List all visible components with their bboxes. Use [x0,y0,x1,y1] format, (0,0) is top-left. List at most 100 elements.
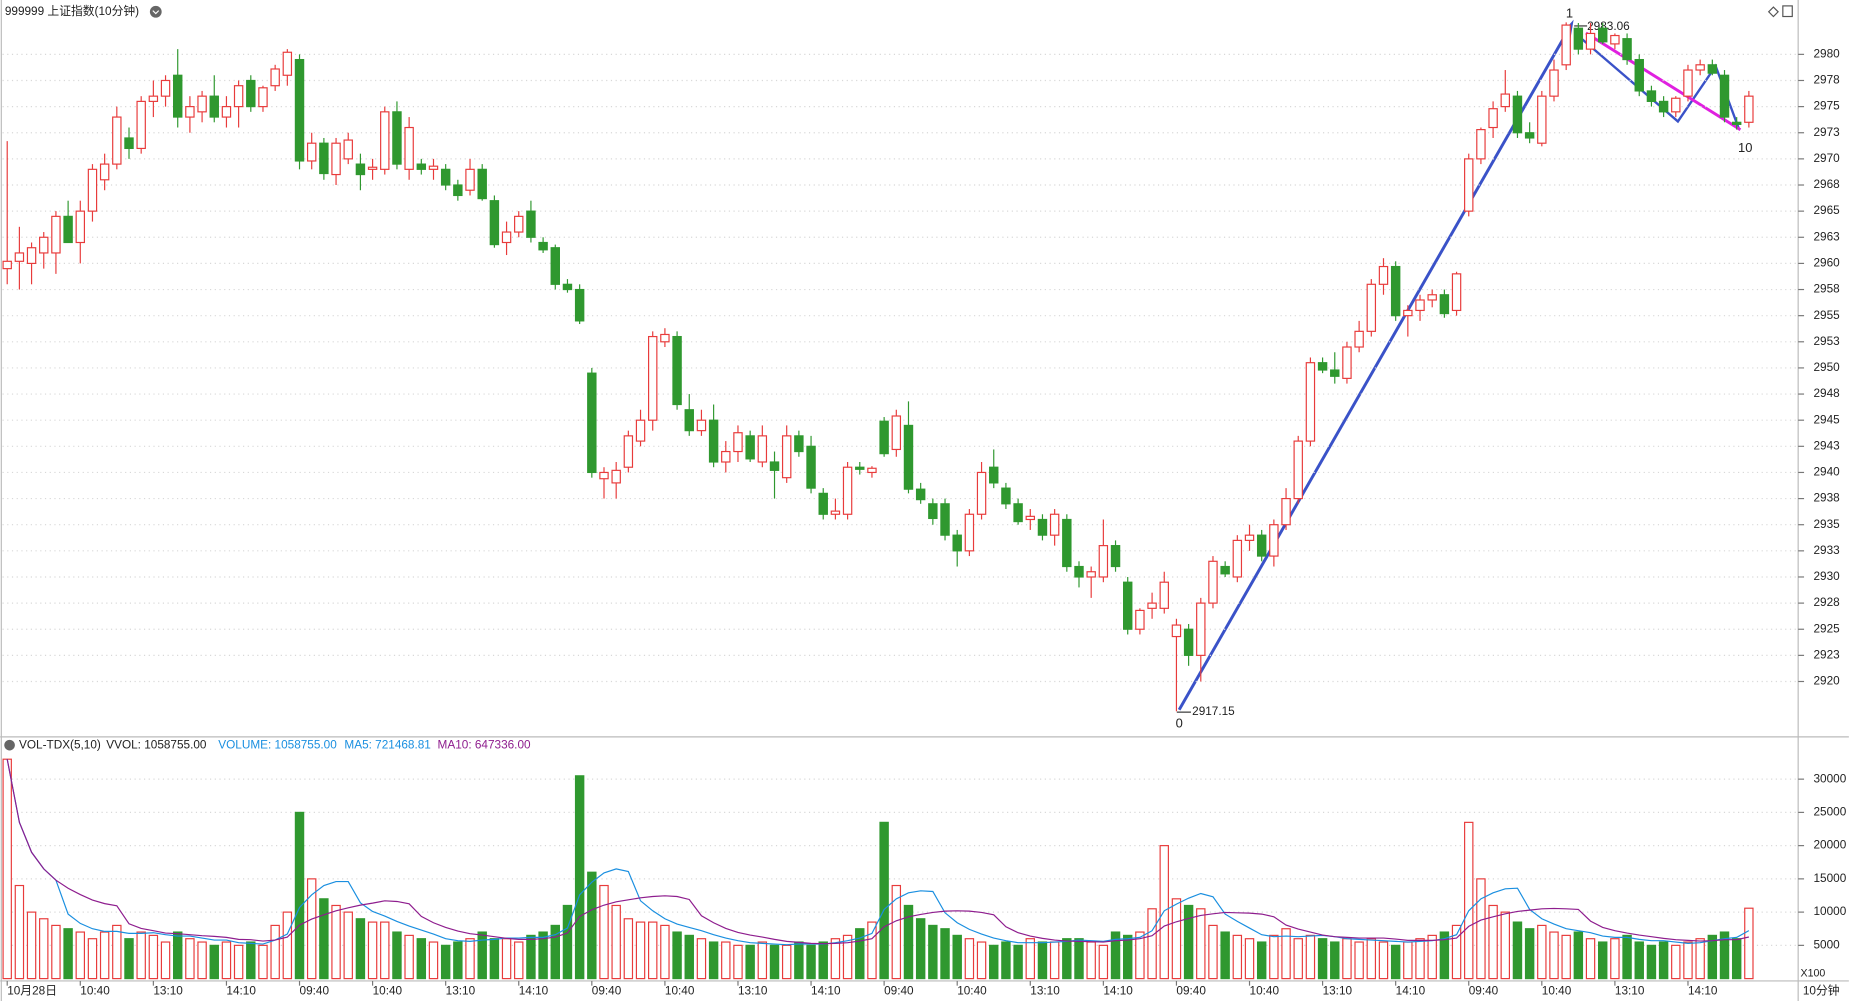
x-tick-label: 14:10 [1103,985,1133,998]
candle-body [1707,64,1718,74]
vol-legend: VOLUME: 1058755.00 [218,738,337,751]
volume-bar [623,918,634,980]
candle-body [1512,95,1523,134]
volume-bar [1646,944,1657,980]
volume-bar [270,924,280,980]
volume-bar [696,938,707,980]
vol-legend: MA10: 647336.00 [438,738,531,751]
candle-body [355,163,366,176]
y-tick-label: 2975 [1813,100,1840,113]
candle-body [1500,93,1510,108]
candle-body [1317,362,1328,371]
volume-bar [562,904,573,980]
candle-body [306,142,317,162]
y-tick-label: 20000 [1813,839,1846,852]
volume-bar [1744,907,1754,980]
volume-bar [282,911,293,980]
y-tick-label: 2965 [1813,204,1840,217]
panel-icon[interactable] [1782,5,1793,18]
candle-body [672,335,682,406]
volume-bar [830,938,841,980]
candle-body [465,168,475,191]
volume-bar [903,904,914,980]
candle-body [246,79,256,108]
candle-body [1183,628,1194,656]
volume-bar [1086,941,1096,980]
x-tick-label: 09:40 [1176,985,1206,998]
wave-label: 10 [1738,140,1752,155]
y-tick-label: 2920 [1813,675,1840,688]
candle-body [562,283,573,291]
candle-body [1305,362,1316,442]
y-tick-label: 2955 [1813,309,1840,322]
volume-bar [915,918,926,980]
volume-bar [867,921,877,980]
volume-bar [587,871,597,980]
volume-bar [538,931,548,980]
x-tick-label: 09:40 [592,985,622,998]
ma5-line [6,759,1750,946]
volume-bar [989,944,999,980]
volume-bar [842,934,853,980]
volume-bar [660,924,670,980]
y-tick-label: 2943 [1813,439,1840,452]
volume-bar [1561,934,1571,980]
volume-bar [684,934,694,980]
candle-body [1123,581,1133,630]
candle-body [1086,571,1096,578]
volume-bar [1074,938,1084,980]
volume-bar [635,921,646,980]
y-tick-label: 2940 [1813,466,1840,479]
volume-bar [1208,924,1218,980]
candle-body [1585,32,1596,50]
volume-bar [477,931,487,980]
volume-bar [124,938,134,980]
candle-body [1464,158,1474,212]
candle-body [1232,539,1243,578]
candle-body [1171,624,1182,638]
candle-body [2,260,12,270]
x-tick-label: 14:10 [811,985,841,998]
volume-bar [367,921,378,980]
candle-body [380,111,390,170]
candle-body [160,79,171,97]
y-tick-label: 2948 [1813,387,1840,400]
candle-body [477,168,487,200]
volume-bar [1232,934,1243,980]
volume-bar [806,944,816,980]
diamond-icon[interactable] [1767,6,1779,18]
candle-body [855,466,865,470]
vol-menu-icon[interactable] [4,739,15,751]
volume-bar [940,928,950,980]
candle-body [1159,581,1169,609]
candle-body [39,236,49,254]
candle-body [538,241,548,251]
volume-bar [63,928,73,980]
candle-body [185,106,195,118]
candle-body [1610,34,1620,45]
y-tick-label: 5000 [1813,938,1840,951]
candle-body [952,534,962,552]
volume-bar [209,944,219,980]
candle-body [842,466,853,515]
volume-bar [1464,821,1474,980]
candle-body [648,335,658,421]
volume-bar [1658,941,1669,980]
volume-bar [794,941,804,980]
volume-bar [51,924,61,980]
y-tick-label: 2958 [1813,283,1840,296]
candle-body [940,503,950,536]
candle-body [769,461,780,471]
menu-icon[interactable] [149,5,162,18]
candle-body [1196,602,1206,656]
candle-body [623,435,634,468]
volume-bar [648,921,658,980]
volume-bar [1524,928,1535,980]
volume-bar [160,941,171,980]
volume-bar [745,944,755,980]
volume-bar [1281,928,1291,980]
volume-bar [416,938,427,980]
volume-bar [1317,938,1328,980]
volume-bar [526,934,536,980]
x-tick-label: 10:40 [373,985,403,998]
